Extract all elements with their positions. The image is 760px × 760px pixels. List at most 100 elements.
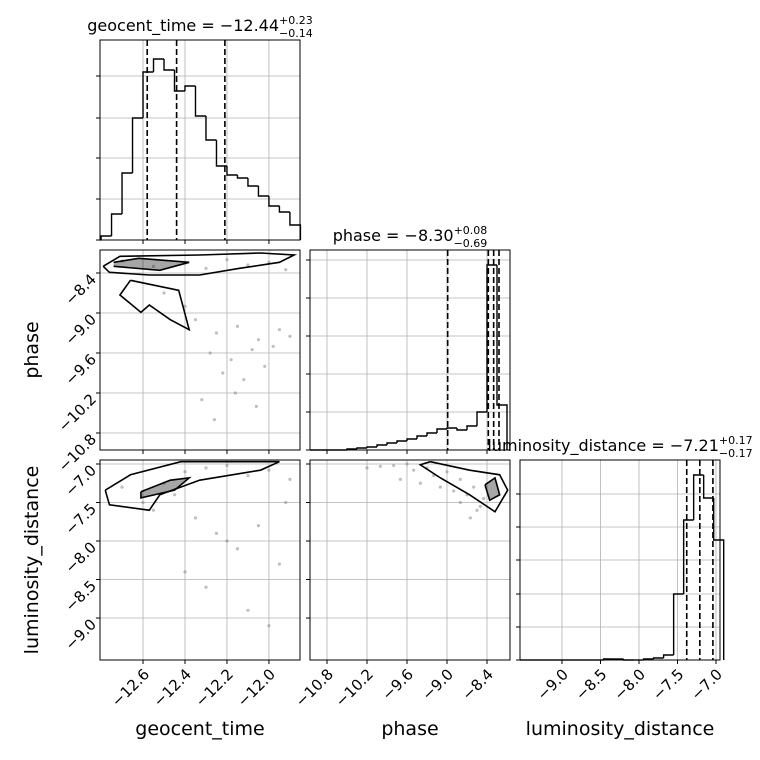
x-tick-label: −8.4 (459, 665, 497, 703)
sample-point (418, 481, 422, 485)
sample-point (235, 547, 240, 551)
hist-bin (289, 212, 302, 240)
hist-bin (496, 265, 508, 450)
hist-bin (466, 425, 477, 430)
hist-bin (236, 175, 248, 179)
sample-point (468, 516, 472, 520)
sample-point (256, 338, 261, 342)
y-tick-label: −9.6 (62, 350, 100, 388)
x-tick-label: −9.0 (419, 665, 457, 703)
sample-point (221, 371, 225, 375)
x-tick-label: −10.8 (292, 665, 337, 710)
sample-point (214, 331, 219, 335)
hist-bin (226, 166, 238, 176)
histogram (100, 58, 302, 241)
hist-bin (194, 86, 206, 117)
hist-bin (692, 474, 704, 520)
scatter-panel (104, 460, 292, 628)
sample-point (277, 328, 282, 332)
contour (118, 279, 191, 332)
x-tick-label: −8.5 (572, 665, 610, 703)
sample-point (277, 562, 282, 566)
panel-frame (99, 459, 301, 661)
sample-point (183, 304, 187, 308)
panel-title: geocent_time = −12.44+0.23 −0.14 (87, 14, 313, 40)
sample-point (254, 404, 258, 408)
sample-point (172, 493, 177, 497)
contour (113, 257, 190, 272)
sample-point (378, 464, 382, 468)
sample-point (267, 468, 271, 472)
sample-point (246, 263, 250, 267)
hist-bin (376, 444, 387, 447)
sample-point (214, 531, 219, 535)
panel-frame (519, 459, 721, 661)
hist-bin (131, 117, 144, 173)
title-main: geocent_time = −12.44 (87, 16, 279, 36)
sample-point (288, 334, 292, 338)
y-tick-label: −8.4 (62, 270, 100, 308)
hist-bin (386, 442, 397, 445)
sample-point (472, 485, 476, 489)
x-axis-label: luminosity_distance (526, 718, 715, 740)
panel-frame (99, 249, 301, 451)
title-minus: −0.14 (279, 27, 313, 40)
histogram (520, 474, 725, 661)
contour (140, 476, 192, 499)
sample-point (475, 508, 479, 512)
title-plus: +0.08 (454, 224, 488, 237)
sample-point (141, 500, 145, 505)
y-axis-label: luminosity_distance (21, 466, 43, 655)
hist-bin (426, 432, 437, 436)
sample-point (225, 463, 229, 468)
sample-point (452, 489, 456, 493)
sample-point (183, 570, 187, 574)
x-tick-label: −12.4 (150, 665, 195, 710)
y-tick-label: −8.5 (62, 577, 100, 615)
x-tick-label: −7.5 (649, 665, 687, 703)
sample-point (445, 470, 449, 474)
sample-point (256, 524, 261, 528)
hist-bin (356, 447, 367, 449)
sample-point (284, 500, 288, 505)
sample-point (120, 485, 124, 489)
y-axis-label: phase (21, 321, 43, 378)
histogram (310, 264, 508, 451)
x-tick-label: −12.0 (234, 665, 279, 710)
sample-point (284, 268, 288, 272)
x-tick-label: −7.0 (688, 665, 726, 703)
panel-frame (309, 459, 511, 661)
sample-point (398, 477, 402, 482)
hist-bin (446, 427, 457, 429)
x-tick-label: −12.6 (108, 665, 153, 710)
hist-bin (173, 70, 185, 92)
hist-bin (712, 498, 725, 660)
hist-bin (436, 428, 447, 433)
hist-bin (100, 235, 112, 240)
x-tick-label: −9.6 (379, 665, 417, 703)
hist-bin (247, 178, 259, 187)
hist-bin (456, 428, 467, 431)
x-tick-label: −8.0 (611, 665, 649, 703)
title-plus: +0.23 (279, 14, 313, 27)
sample-point (151, 264, 156, 268)
sample-point (242, 378, 246, 382)
sample-point (263, 364, 267, 368)
sample-point (183, 470, 187, 474)
sample-point (229, 358, 233, 362)
hist-bin (142, 71, 154, 118)
hist-bin (152, 58, 165, 72)
sample-point (200, 398, 204, 402)
sample-point (225, 258, 229, 262)
hist-bin (662, 654, 674, 658)
hist-bin (205, 116, 217, 141)
x-tick-label: −12.2 (192, 665, 237, 710)
hist-bin (184, 85, 196, 91)
y-tick-label: −8.0 (62, 538, 100, 576)
sample-point (204, 266, 208, 270)
sample-point (458, 477, 462, 482)
hist-bin (672, 593, 684, 655)
y-tick-label: −7.5 (62, 500, 100, 538)
hist-bin (110, 213, 123, 236)
title-main: luminosity_distance = −7.21 (487, 436, 718, 456)
